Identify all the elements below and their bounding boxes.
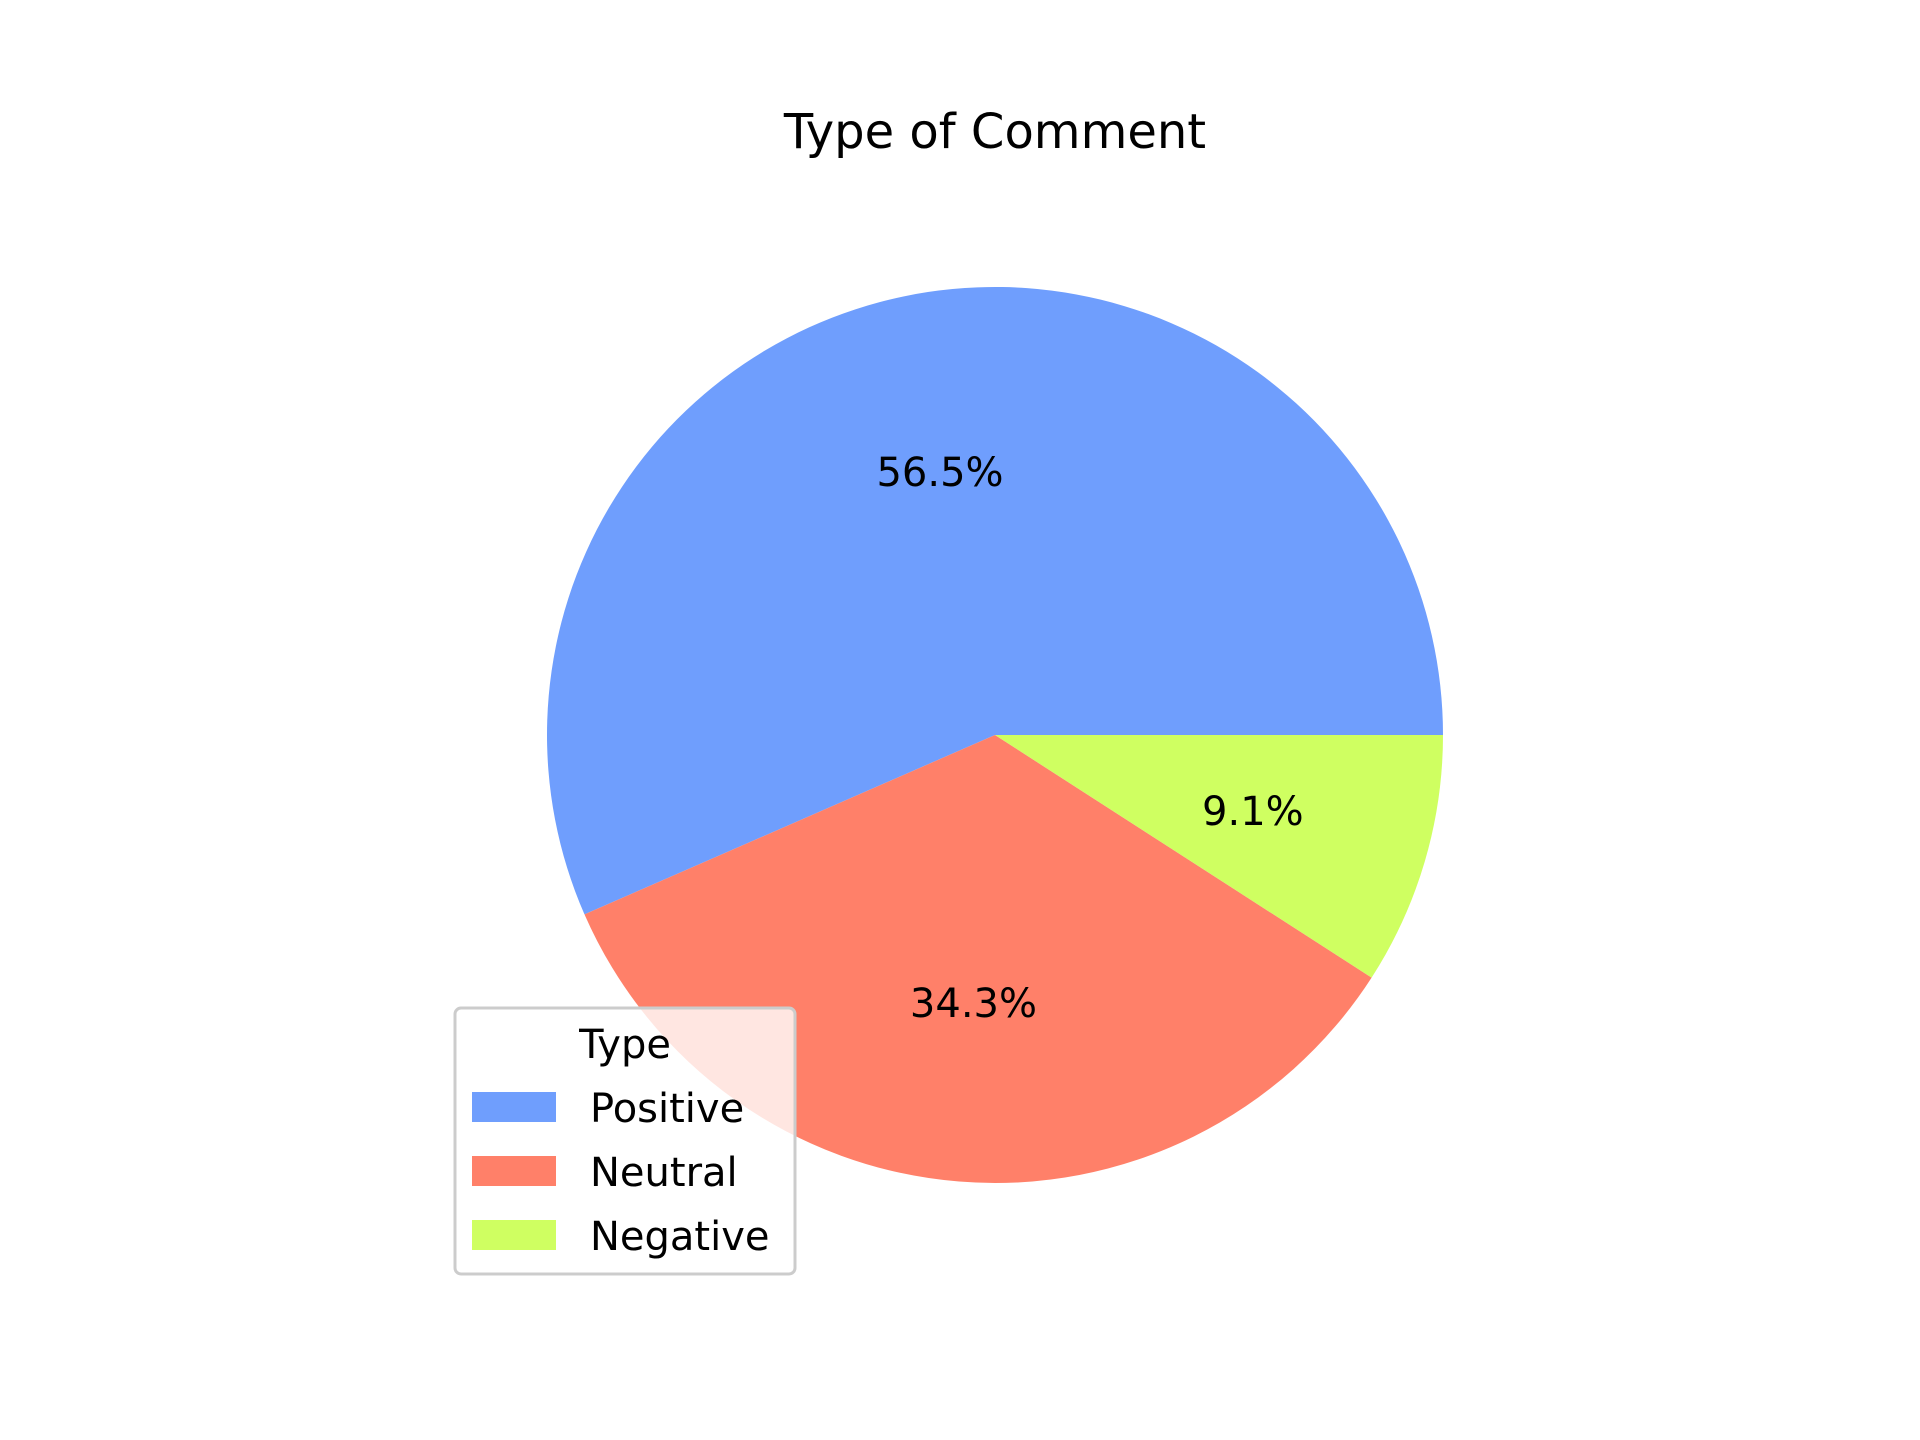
- legend-title: Type: [578, 1022, 671, 1068]
- legend-swatch-positive: [472, 1092, 556, 1122]
- legend-label-positive: Positive: [590, 1086, 744, 1132]
- legend-entries: Positive Neutral Negative: [472, 1086, 770, 1260]
- legend-label-neutral: Neutral: [590, 1150, 738, 1196]
- legend-frame: [453, 1006, 797, 1276]
- legend-label-negative: Negative: [590, 1214, 770, 1260]
- chart-title: Type of Comment: [783, 104, 1206, 160]
- pie-percent-labels: 56.5% 34.3% 9.1%: [876, 450, 1303, 1027]
- legend: Type Positive Neutral Negative: [453, 1006, 797, 1276]
- pie-label-neutral: 34.3%: [910, 981, 1037, 1027]
- legend-swatch-neutral: [472, 1156, 556, 1186]
- legend-swatch-negative: [472, 1220, 556, 1250]
- pie-slice-positive: [547, 287, 1443, 915]
- pie-label-negative: 9.1%: [1202, 789, 1304, 835]
- pie-label-positive: 56.5%: [876, 450, 1003, 496]
- pie-slice-negative: [995, 735, 1443, 978]
